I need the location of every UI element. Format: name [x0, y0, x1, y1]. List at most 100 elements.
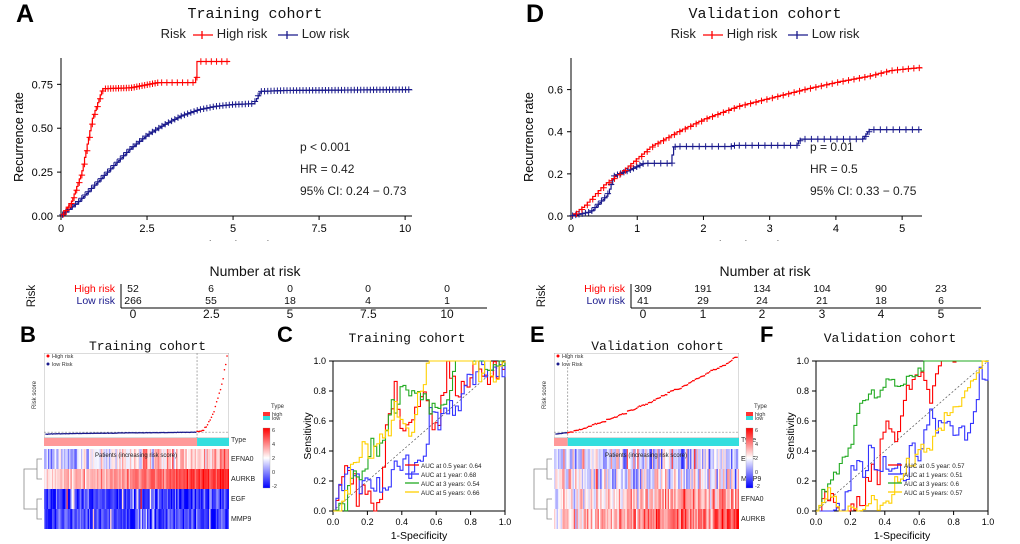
svg-text:1.0: 1.0: [796, 356, 809, 366]
svg-text:5: 5: [230, 223, 236, 235]
svg-text:0: 0: [365, 283, 371, 295]
svg-text:309: 309: [634, 283, 652, 295]
svg-text:2.5: 2.5: [139, 223, 154, 235]
svg-text:7.5: 7.5: [311, 223, 326, 235]
svg-text:0.50: 0.50: [32, 123, 53, 135]
svg-text:0.4: 0.4: [396, 517, 409, 527]
svg-text:18: 18: [284, 295, 296, 307]
svg-text:AUC at 0.5 year: 0.57: AUC at 0.5 year: 0.57: [904, 463, 965, 470]
svg-text:23: 23: [935, 283, 947, 295]
svg-text:266: 266: [124, 295, 142, 307]
svg-text:0.0: 0.0: [796, 506, 809, 516]
svg-text:AUC at 1 years: 0.51: AUC at 1 years: 0.51: [904, 472, 963, 479]
svg-text:HR = 0.42: HR = 0.42: [300, 162, 355, 176]
svg-text:1-Specificity: 1-Specificity: [874, 530, 931, 541]
svg-text:0.4: 0.4: [313, 446, 326, 456]
svg-text:0.6: 0.6: [430, 517, 443, 527]
svg-text:1.0: 1.0: [499, 517, 512, 527]
svg-text:0.6: 0.6: [796, 416, 809, 426]
svg-text:High risk: High risk: [584, 283, 626, 295]
svg-text:0.8: 0.8: [947, 517, 960, 527]
svg-text:0.4: 0.4: [796, 446, 809, 456]
svg-text:0: 0: [568, 223, 574, 235]
svg-text:Time (years): Time (years): [202, 239, 272, 241]
svg-text:0.0: 0.0: [327, 517, 340, 527]
svg-text:6: 6: [208, 283, 214, 295]
svg-text:0.8: 0.8: [796, 386, 809, 396]
svg-text:Sensitivity: Sensitivity: [302, 412, 314, 460]
svg-text:4: 4: [833, 223, 839, 235]
svg-text:1-Specificity: 1-Specificity: [391, 530, 448, 541]
svg-text:AUC at 5 years: 0.57: AUC at 5 years: 0.57: [904, 490, 963, 497]
svg-text:MMP9: MMP9: [231, 516, 251, 523]
svg-text:0.2: 0.2: [844, 517, 857, 527]
svg-text:EFNA0: EFNA0: [231, 456, 254, 463]
svg-text:0.0: 0.0: [313, 506, 326, 516]
svg-text:-2: -2: [272, 484, 277, 490]
svg-text:AUC at 3 years: 0.54: AUC at 3 years: 0.54: [421, 481, 480, 488]
svg-text:EGF: EGF: [231, 496, 245, 503]
svg-text:6: 6: [755, 428, 758, 434]
svg-text:3: 3: [767, 223, 773, 235]
svg-text:Sensitivity: Sensitivity: [785, 412, 797, 460]
svg-text:1: 1: [634, 223, 640, 235]
svg-text:Risk score: Risk score: [542, 380, 548, 409]
svg-text:95% CI: 0.33 − 0.75: 95% CI: 0.33 − 0.75: [810, 184, 917, 198]
svg-text:0: 0: [272, 470, 275, 476]
svg-text:low: low: [755, 416, 763, 422]
svg-text:41: 41: [637, 295, 649, 307]
svg-text:-2: -2: [755, 484, 760, 490]
svg-text:4: 4: [365, 295, 371, 307]
svg-text:p < 0.001: p < 0.001: [300, 140, 351, 154]
svg-text:AURKB: AURKB: [231, 476, 255, 483]
svg-text:0.6: 0.6: [913, 517, 926, 527]
svg-text:Patients (increasing risk scor: Patients (increasing risk score): [95, 453, 177, 459]
svg-text:0: 0: [287, 283, 293, 295]
svg-text:Risk: Risk: [536, 285, 548, 308]
svg-text:2: 2: [755, 456, 758, 462]
svg-text:0.4: 0.4: [548, 127, 563, 139]
svg-text:10: 10: [399, 223, 411, 235]
svg-text:Recurrence rate: Recurrence rate: [12, 92, 26, 182]
svg-text:0.00: 0.00: [32, 211, 53, 223]
svg-text:0.0: 0.0: [548, 211, 563, 223]
svg-text:90: 90: [875, 283, 887, 295]
svg-text:Type: Type: [754, 404, 768, 410]
svg-text:Risk: Risk: [26, 285, 38, 308]
svg-text:6: 6: [272, 428, 275, 434]
svg-text:0.2: 0.2: [313, 476, 326, 486]
svg-text:0.6: 0.6: [548, 85, 563, 97]
svg-text:104: 104: [813, 283, 831, 295]
svg-text:6: 6: [938, 295, 944, 307]
svg-text:Recurrence rate: Recurrence rate: [522, 92, 536, 182]
svg-text:21: 21: [816, 295, 828, 307]
svg-text:2: 2: [700, 223, 706, 235]
svg-text:p = 0.01: p = 0.01: [810, 140, 854, 154]
svg-text:0.8: 0.8: [313, 386, 326, 396]
svg-text:0.4: 0.4: [879, 517, 892, 527]
svg-text:0.2: 0.2: [796, 476, 809, 486]
svg-text:Low risk: Low risk: [76, 295, 115, 307]
svg-text:134: 134: [753, 283, 771, 295]
svg-text:High risk: High risk: [74, 283, 116, 295]
svg-text:low: low: [272, 416, 280, 422]
svg-text:1.0: 1.0: [313, 356, 326, 366]
svg-text:HR = 0.5: HR = 0.5: [810, 162, 858, 176]
svg-text:0.8: 0.8: [464, 517, 477, 527]
svg-text:Type: Type: [271, 404, 285, 410]
svg-text:AUC at 1 year: 0.68: AUC at 1 year: 0.68: [421, 472, 477, 479]
svg-text:0: 0: [444, 283, 450, 295]
svg-text:29: 29: [697, 295, 709, 307]
svg-text:0.2: 0.2: [361, 517, 374, 527]
svg-text:Time (years): Time (years): [712, 239, 782, 241]
svg-text:AUC at 5 years: 0.66: AUC at 5 years: 0.66: [421, 490, 480, 497]
svg-text:4: 4: [755, 442, 758, 448]
svg-text:AUC at 0.5 year: 0.64: AUC at 0.5 year: 0.64: [421, 463, 482, 470]
svg-text:AUC at 3 years: 0.6: AUC at 3 years: 0.6: [904, 481, 959, 488]
svg-text:Risk score: Risk score: [32, 380, 38, 409]
svg-text:18: 18: [875, 295, 887, 307]
svg-text:191: 191: [694, 283, 712, 295]
svg-text:55: 55: [205, 295, 217, 307]
svg-text:1: 1: [444, 295, 450, 307]
svg-text:0.25: 0.25: [32, 167, 53, 179]
